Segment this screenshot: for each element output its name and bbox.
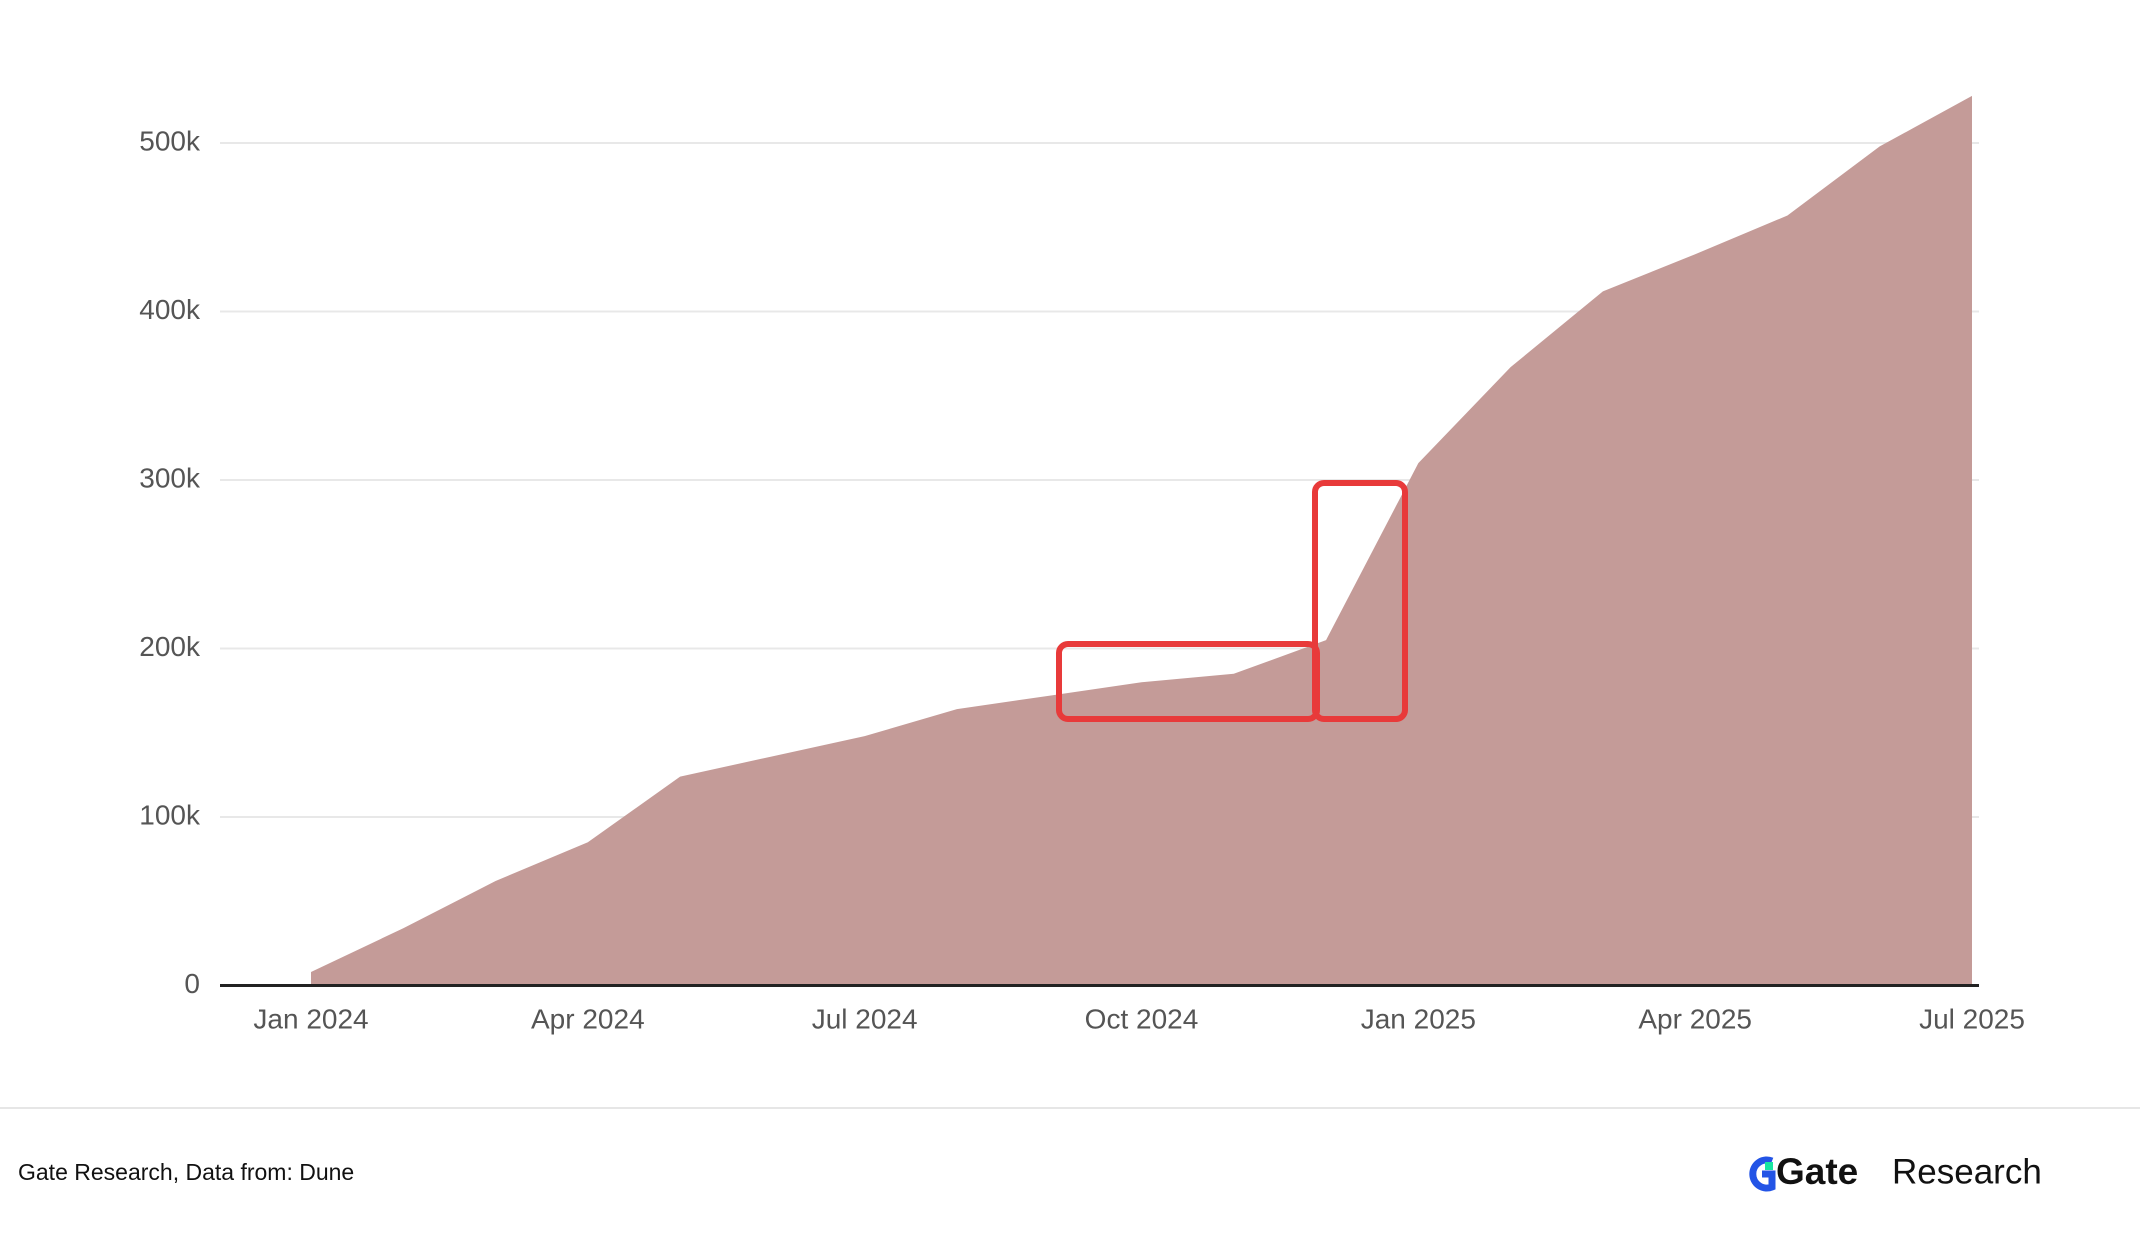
y-tick-label: 0 bbox=[184, 968, 200, 999]
logo-icon bbox=[1765, 1162, 1773, 1170]
x-tick-label: Apr 2025 bbox=[1638, 1003, 1752, 1034]
footer-source: Gate Research, Data from: Dune bbox=[18, 1159, 354, 1185]
logo-icon bbox=[1749, 1156, 1776, 1192]
x-tick-label: Jan 2024 bbox=[253, 1003, 368, 1034]
y-tick-label: 300k bbox=[139, 462, 201, 493]
y-tick-label: 100k bbox=[139, 799, 201, 830]
plot: 0 100k 200k 300k 400k 500k Jan 2024 Apr 2024 Jul… bbox=[139, 95, 2025, 1034]
y-tick-label: 200k bbox=[139, 631, 201, 662]
x-tick-label: Jul 2024 bbox=[812, 1003, 918, 1034]
brand-name: Gate bbox=[1776, 1151, 1858, 1192]
y-tick-label: 400k bbox=[139, 294, 201, 325]
highlight-box bbox=[1312, 480, 1408, 722]
x-tick-label: Apr 2024 bbox=[531, 1003, 645, 1034]
brand-suffix: Research bbox=[1892, 1152, 2042, 1191]
x-tick-label: Jul 2025 bbox=[1919, 1003, 2025, 1034]
area bbox=[311, 95, 1972, 986]
x-tick-label: Jan 2025 bbox=[1361, 1003, 1476, 1034]
x-tick-label: Oct 2024 bbox=[1085, 1003, 1199, 1034]
brand-logo: Gate Research bbox=[1749, 1151, 2042, 1192]
y-tick-label: 500k bbox=[139, 125, 201, 156]
